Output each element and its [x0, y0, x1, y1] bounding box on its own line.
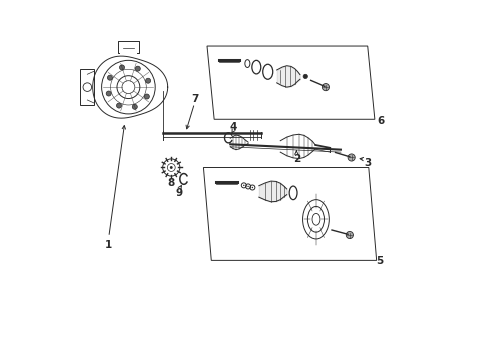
Text: 7: 7	[190, 94, 198, 104]
Circle shape	[107, 75, 112, 80]
Circle shape	[116, 103, 121, 108]
Circle shape	[322, 84, 329, 91]
Circle shape	[119, 65, 124, 70]
Text: 2: 2	[292, 154, 299, 164]
Circle shape	[106, 91, 111, 96]
Text: 3: 3	[364, 158, 371, 168]
Text: 4: 4	[229, 122, 236, 132]
Circle shape	[132, 104, 137, 109]
Circle shape	[303, 74, 307, 78]
Circle shape	[247, 186, 248, 187]
Text: 6: 6	[377, 116, 384, 126]
Circle shape	[135, 66, 140, 71]
Circle shape	[243, 185, 244, 186]
Text: 1: 1	[105, 240, 112, 250]
Text: 9: 9	[176, 188, 183, 198]
Circle shape	[145, 78, 150, 83]
Bar	[80, 69, 94, 105]
Text: 8: 8	[167, 178, 175, 188]
Text: 5: 5	[375, 256, 383, 266]
Circle shape	[251, 187, 253, 188]
Circle shape	[346, 231, 353, 239]
Circle shape	[144, 94, 149, 99]
Circle shape	[169, 166, 172, 169]
Circle shape	[347, 154, 354, 161]
